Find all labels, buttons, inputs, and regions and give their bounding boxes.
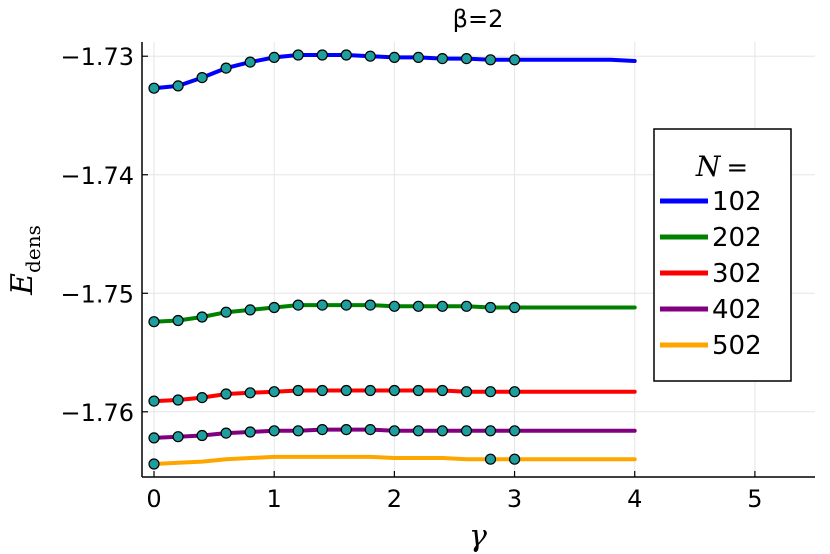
legend-title: N = (695, 150, 748, 183)
y-axis-label-sub: dens (21, 225, 45, 273)
marker-102 (436, 52, 448, 65)
marker-402 (412, 425, 424, 437)
marker-302 (388, 384, 400, 397)
legend-label-402: 402 (712, 295, 762, 325)
marker-302 (460, 386, 473, 398)
legend-label-502: 502 (712, 331, 762, 361)
marker-302 (268, 386, 280, 398)
y-tick-label: −1.76 (60, 399, 134, 427)
legend-title-op: = (726, 153, 748, 183)
marker-202 (196, 311, 208, 323)
marker-402 (148, 432, 160, 444)
marker-302 (316, 384, 328, 397)
y-axis-label: Edens (5, 225, 45, 296)
marker-102 (220, 62, 232, 74)
marker-402 (364, 424, 376, 436)
chart-title: β=2 (453, 5, 504, 33)
marker-102 (460, 52, 473, 65)
marker-102 (340, 49, 352, 61)
marker-302 (412, 384, 424, 397)
marker-202 (244, 304, 256, 316)
x-tick-label: 3 (507, 485, 522, 513)
marker-302 (292, 384, 304, 397)
x-tick-label: 0 (146, 485, 161, 513)
x-tick-label: 5 (747, 485, 762, 513)
marker-102 (316, 49, 328, 61)
marker-302 (484, 386, 497, 398)
marker-402 (484, 425, 497, 437)
x-tick-label: 2 (387, 485, 402, 513)
marker-102 (412, 51, 424, 64)
marker-302 (196, 392, 208, 404)
marker-202 (412, 300, 424, 312)
marker-402 (436, 425, 448, 437)
marker-402 (268, 425, 280, 437)
marker-102 (196, 71, 208, 84)
marker-502 (508, 453, 521, 465)
marker-402 (460, 425, 473, 437)
marker-502 (484, 453, 497, 465)
marker-202 (340, 299, 352, 311)
marker-202 (148, 316, 160, 328)
y-axis-label-main: E (5, 273, 40, 296)
marker-402 (196, 429, 208, 442)
y-tick-label: −1.73 (60, 43, 134, 71)
marker-102 (244, 56, 256, 68)
marker-302 (364, 384, 376, 397)
marker-502 (148, 458, 160, 470)
legend-label-202: 202 (712, 223, 762, 253)
marker-202 (172, 314, 184, 327)
marker-102 (172, 80, 184, 92)
marker-102 (364, 50, 376, 62)
legend: N = 102 202 302 402 502 (653, 128, 792, 382)
legend-title-var: N (695, 150, 722, 183)
marker-302 (220, 388, 232, 400)
marker-202 (436, 300, 448, 312)
marker-102 (268, 51, 280, 64)
marker-402 (220, 427, 232, 439)
marker-402 (292, 425, 304, 437)
marker-102 (484, 54, 497, 66)
legend-label-102: 102 (712, 187, 762, 217)
marker-202 (220, 306, 232, 318)
marker-402 (340, 424, 352, 436)
x-tick-label: 4 (627, 485, 642, 513)
marker-302 (436, 384, 448, 397)
y-tick-label: −1.75 (60, 280, 134, 308)
marker-202 (364, 299, 376, 311)
marker-102 (388, 51, 400, 64)
marker-202 (508, 301, 521, 314)
svg-text:Edens: Edens (5, 225, 45, 296)
marker-202 (484, 301, 497, 314)
x-tick-label: 1 (267, 485, 282, 513)
marker-402 (388, 425, 400, 437)
legend-entries: 102 202 302 402 502 (660, 187, 762, 361)
marker-402 (508, 425, 521, 437)
x-axis-label: γ (469, 519, 487, 554)
axes (141, 42, 815, 478)
marker-402 (316, 424, 328, 436)
legend-label-302: 302 (712, 259, 762, 289)
legend-box (653, 128, 792, 382)
y-tick-label: −1.74 (60, 162, 134, 190)
marker-202 (460, 300, 473, 312)
marker-402 (244, 426, 256, 438)
marker-202 (316, 299, 328, 311)
series-line-502 (152, 454, 637, 466)
marker-202 (268, 301, 280, 314)
marker-302 (148, 395, 160, 407)
marker-302 (172, 394, 184, 406)
marker-302 (244, 387, 256, 399)
marker-302 (340, 384, 352, 397)
marker-202 (388, 300, 400, 312)
marker-402 (172, 431, 184, 443)
marker-102 (292, 49, 304, 61)
marker-102 (148, 82, 160, 94)
marker-202 (292, 299, 304, 311)
tick-labels: 0 1 2 3 4 5 −1.73 −1.74 −1.75 −1.76 (60, 43, 762, 513)
marker-102 (508, 54, 521, 66)
series-markers (148, 49, 521, 470)
marker-302 (508, 386, 521, 398)
